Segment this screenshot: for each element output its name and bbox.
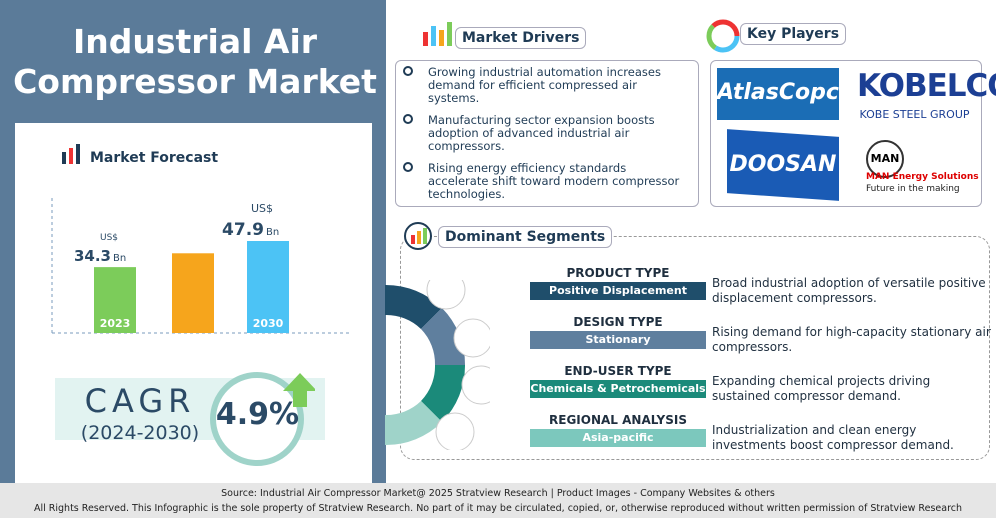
- players-heading: Key Players: [740, 23, 847, 45]
- drivers-icon: [423, 22, 452, 46]
- segment-type: END-USER TYPE: [564, 364, 672, 378]
- segment-label: Positive Displacement: [530, 282, 706, 300]
- segment-type: PRODUCT TYPE: [566, 266, 670, 280]
- driver-bullet: [403, 66, 413, 76]
- forecast-heading: Market Forecast: [90, 150, 219, 166]
- value-suffix: Bn: [113, 253, 126, 264]
- segment-label: Asia-pacific: [530, 429, 706, 447]
- kobelco: KOBELCO: [857, 68, 996, 104]
- cagr-label: CAGR: [84, 382, 196, 420]
- segment-desc: Broad industrial adoption of versatile p…: [712, 276, 986, 305]
- footer: Source: Industrial Air Compressor Market…: [0, 483, 996, 518]
- value-prefix: US$: [251, 202, 273, 215]
- man-logo: MAN: [866, 140, 904, 178]
- chart-icon: [62, 144, 80, 164]
- man-sub: MAN Energy Solutions: [866, 172, 979, 182]
- rights: All Rights Reserved. This Infographic is…: [33, 503, 963, 514]
- cagr-period: (2024-2030): [80, 422, 200, 444]
- x-tick-label: 2023: [100, 317, 131, 330]
- segments-icon: [404, 222, 432, 250]
- drivers-heading: Market Drivers: [455, 27, 587, 49]
- drivers-box: [395, 60, 699, 207]
- players-icon: [706, 19, 740, 53]
- driver-text: Growing industrial automation increases …: [428, 65, 661, 105]
- kobelco-sub: KOBE STEEL GROUP: [859, 108, 970, 121]
- segment-label: Chemicals & Petrochemicals: [530, 380, 706, 398]
- segment-desc: Expanding chemical projects driving sust…: [712, 374, 931, 403]
- doosan-text: DOOSAN: [729, 152, 837, 177]
- value-label: 47.9: [222, 220, 264, 240]
- segments-donut: [385, 280, 490, 450]
- driver-text: Rising energy efficiency standards accel…: [428, 161, 680, 201]
- man-tagline: Future in the making: [866, 184, 960, 194]
- cagr-value: 4.9%: [215, 397, 300, 432]
- x-tick-label: 2030: [253, 317, 284, 330]
- driver-bullet: [403, 162, 413, 172]
- value-label: 34.3: [74, 247, 111, 265]
- segment-type: REGIONAL ANALYSIS: [549, 413, 687, 427]
- driver-bullet: [403, 114, 413, 124]
- atlas-logo: [717, 68, 839, 120]
- segment-label: Stationary: [530, 331, 706, 349]
- segment-type: DESIGN TYPE: [573, 315, 663, 329]
- segments-heading: Dominant Segments: [438, 226, 613, 248]
- source: Source: Industrial Air Compressor Market…: [221, 488, 775, 499]
- bar: [172, 253, 214, 333]
- title: Industrial Air Compressor Market: [13, 22, 377, 101]
- cagr-ring: [210, 372, 315, 466]
- value-suffix: Bn: [266, 227, 279, 238]
- bar: [94, 267, 136, 333]
- atlas-text: AtlasCopco: [717, 80, 854, 105]
- bar: [247, 241, 289, 333]
- segment-desc: Rising demand for high-capacity stationa…: [712, 325, 991, 354]
- value-prefix: US$: [100, 233, 118, 243]
- driver-text: Manufacturing sector expansion boosts ad…: [428, 113, 655, 153]
- segments-frame: [400, 236, 990, 460]
- segment-desc: Industrialization and clean energy inves…: [712, 423, 954, 452]
